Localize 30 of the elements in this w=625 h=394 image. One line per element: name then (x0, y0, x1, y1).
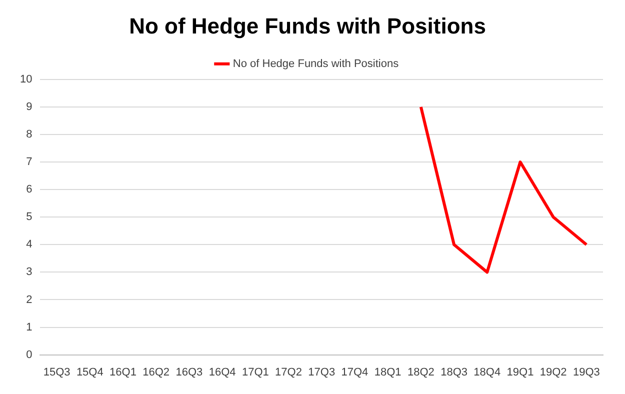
x-tick-label: 16Q1 (110, 366, 136, 378)
x-tick-label: 17Q4 (341, 366, 368, 378)
y-tick-label: 9 (26, 100, 32, 113)
x-tick-label: 17Q1 (242, 366, 269, 378)
x-tick-label: 15Q3 (43, 366, 70, 378)
y-tick-label: 4 (26, 238, 32, 251)
x-tick-label: 17Q2 (275, 366, 302, 378)
y-tick-label: 1 (26, 321, 32, 334)
x-tick-label: 16Q3 (176, 366, 203, 378)
y-tick-label: 7 (26, 156, 32, 168)
y-tick-label: 10 (20, 73, 32, 86)
x-tick-label: 19Q1 (506, 366, 534, 378)
y-tick-label: 0 (26, 348, 32, 361)
y-tick-label: 3 (26, 266, 32, 278)
x-tick-label: 17Q3 (308, 366, 336, 378)
y-tick-label: 2 (26, 294, 32, 306)
x-tick-label: 18Q1 (374, 366, 402, 378)
y-tick-label: 8 (26, 128, 32, 141)
x-tick-label: 18Q2 (407, 366, 434, 378)
chart-title: No of Hedge Funds with Positions (129, 13, 486, 38)
legend-label: No of Hedge Funds with Positions (232, 58, 400, 70)
x-tick-label: 15Q4 (76, 366, 104, 378)
x-tick-label: 18Q3 (440, 366, 468, 378)
x-tick-label: 18Q4 (474, 366, 501, 378)
y-tick-label: 6 (26, 184, 32, 196)
y-tick-label: 5 (26, 211, 32, 224)
x-tick-label: 16Q2 (142, 366, 170, 378)
x-tick-label: 19Q3 (572, 366, 600, 378)
x-tick-label: 19Q2 (540, 366, 567, 378)
x-tick-label: 16Q4 (208, 366, 236, 378)
